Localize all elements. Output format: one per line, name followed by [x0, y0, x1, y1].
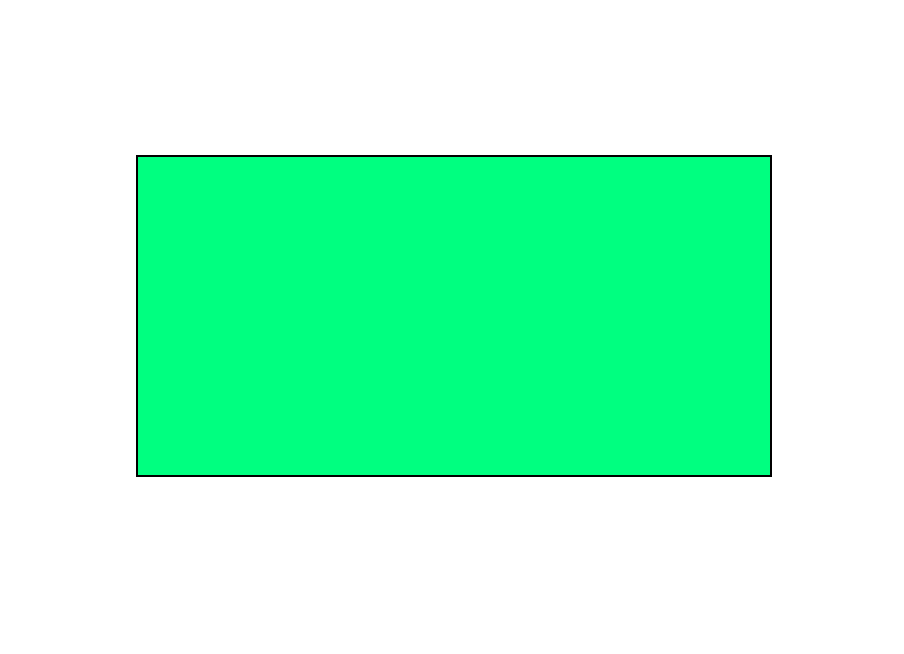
colorbar-arrow-caps — [783, 205, 815, 515]
contour-plot-area — [136, 155, 772, 477]
contour-field — [138, 157, 770, 475]
